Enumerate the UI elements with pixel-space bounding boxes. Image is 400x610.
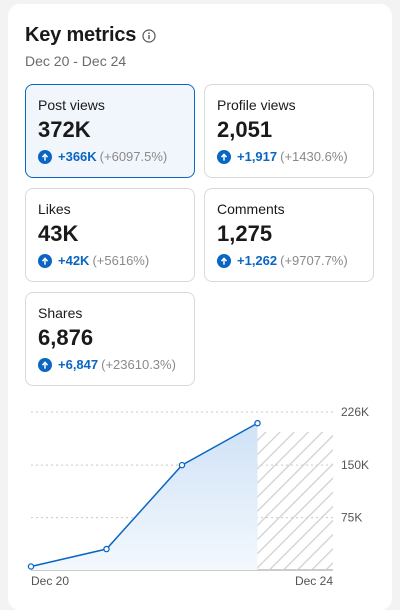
metric-delta: +1,917 (237, 149, 278, 164)
arrow-up-icon (217, 253, 231, 268)
x-tick-label: Dec 24 (295, 574, 333, 588)
data-point (103, 545, 110, 553)
metric-label: Post views (38, 97, 105, 113)
metric-change: +6,847 (+23610.3%) (38, 357, 182, 372)
title-row: Key metrics (25, 24, 156, 47)
arrow-up-icon (38, 253, 52, 268)
arrow-up-icon (217, 149, 231, 164)
metric-change: +42K (+5616%) (38, 253, 182, 268)
data-point (254, 419, 261, 427)
arrow-up-icon (38, 357, 52, 372)
metric-percent: (+23610.3%) (101, 357, 176, 372)
metric-delta: +42K (58, 253, 90, 268)
header: Key metrics Dec 20 - Dec 24 (25, 24, 156, 69)
key-metrics-panel: Key metrics Dec 20 - Dec 24 Post views 3… (8, 4, 392, 610)
y-tick-label: 226K (341, 405, 369, 419)
metric-label: Likes (38, 201, 71, 217)
metric-percent: (+1430.6%) (280, 149, 348, 164)
x-tick-label: Dec 20 (31, 574, 69, 588)
metric-value: 1,275 (217, 221, 273, 246)
date-range: Dec 20 - Dec 24 (25, 53, 127, 69)
metric-card-profile-views[interactable]: Profile views 2,051 +1,917 (+1430.6%) (204, 84, 374, 178)
series-line (30, 422, 258, 568)
metric-value: 6,876 (38, 325, 94, 350)
metric-label: Shares (38, 305, 83, 321)
metric-label: Comments (217, 201, 285, 217)
metric-delta: +6,847 (58, 357, 99, 372)
data-point (27, 563, 35, 570)
arrow-up-icon (38, 149, 52, 164)
y-tick-label: 75K (341, 511, 362, 525)
series-area (31, 423, 258, 570)
metric-value: 43K (38, 221, 79, 246)
metric-percent: (+5616%) (92, 253, 150, 268)
metric-card-comments[interactable]: Comments 1,275 +1,262 (+9707.7%) (204, 188, 374, 282)
metric-change: +1,917 (+1430.6%) (217, 149, 361, 164)
info-icon[interactable] (142, 29, 156, 43)
metric-change: +366K (+6097.5%) (38, 149, 182, 164)
metric-card-shares[interactable]: Shares 6,876 +6,847 (+23610.3%) (25, 292, 195, 386)
data-point (178, 461, 186, 469)
metric-value: 372K (38, 117, 91, 142)
pending-period-area (257, 432, 333, 570)
post-views-chart: 226K 150K 75K Dec 20 Dec 24 (27, 405, 369, 588)
metric-delta: +366K (58, 149, 97, 164)
metric-label: Profile views (217, 97, 296, 113)
metric-delta: +1,262 (237, 253, 278, 268)
metric-card-post-views[interactable]: Post views 372K +366K (+6097.5%) (25, 84, 195, 178)
metric-change: +1,262 (+9707.7%) (217, 253, 361, 268)
metric-card-likes[interactable]: Likes 43K +42K (+5616%) (25, 188, 195, 282)
metric-percent: (+6097.5%) (99, 149, 168, 164)
metric-percent: (+9707.7%) (280, 253, 348, 268)
page-title: Key metrics (25, 24, 137, 46)
y-tick-label: 150K (341, 458, 369, 472)
metric-value: 2,051 (217, 117, 273, 142)
